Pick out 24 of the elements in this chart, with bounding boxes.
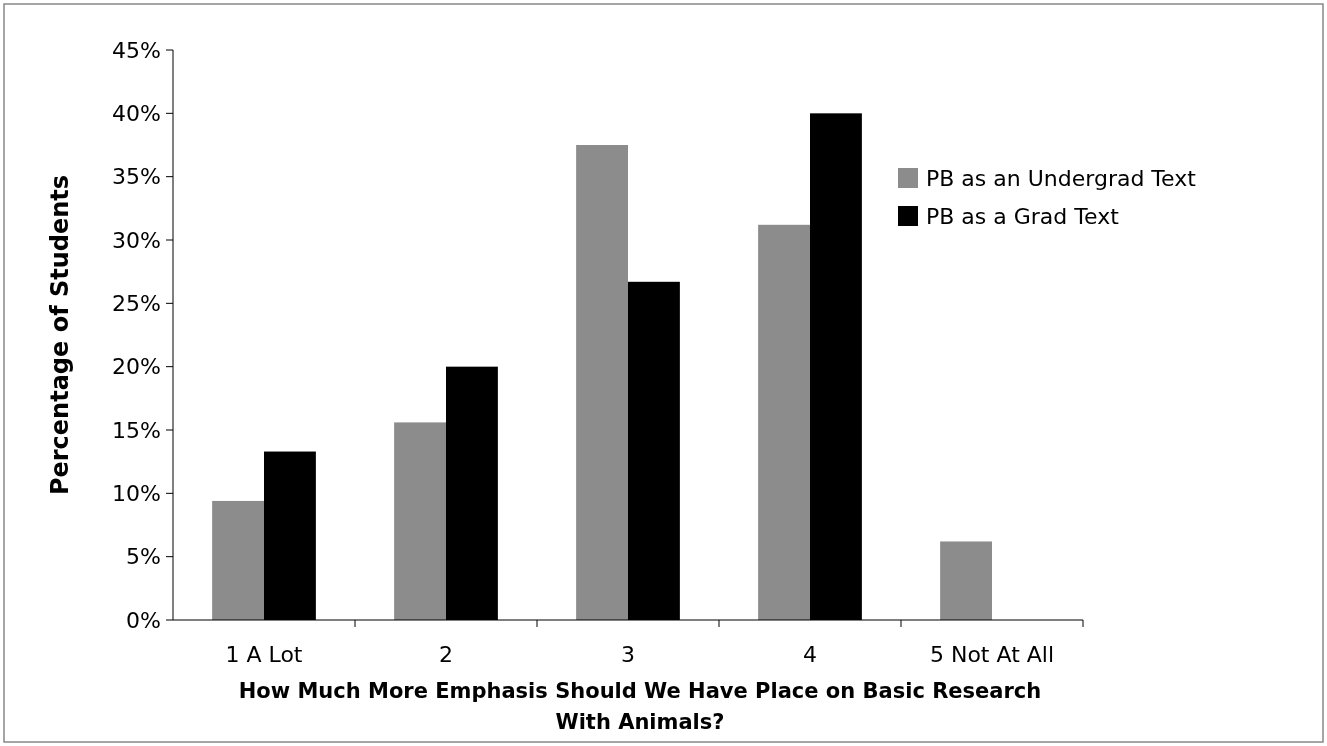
y-tick-label: 45% — [112, 37, 161, 63]
bar — [940, 541, 992, 620]
legend-label: PB as an Undergrad Text — [926, 165, 1197, 191]
x-tick-label: 5 Not At All — [929, 642, 1055, 667]
bar — [758, 224, 810, 620]
y-tick-label: 0% — [126, 607, 161, 633]
y-tick-label: 40% — [112, 101, 161, 127]
y-tick-label: 30% — [112, 227, 161, 253]
x-axis-title: How Much More Emphasis Should We Have Place on Basic Research With Animals? — [238, 679, 1042, 734]
x-tick-label: 1 A Lot — [225, 642, 303, 667]
bar — [394, 422, 446, 620]
bar — [212, 500, 264, 620]
y-tick-label: 5% — [126, 544, 161, 570]
y-tick-label: 25% — [112, 291, 161, 317]
x-tick-label: 3 — [621, 642, 635, 667]
y-tick-label: 15% — [112, 417, 161, 443]
bar — [576, 145, 628, 620]
y-tick-label: 10% — [112, 481, 161, 507]
y-tick-label: 35% — [112, 164, 161, 190]
x-tick-label: 2 — [439, 642, 453, 667]
x-tick-label: 4 — [803, 642, 817, 667]
legend-label: PB as a Grad Text — [926, 203, 1120, 229]
y-axis-title: Percentage of Students — [46, 174, 74, 496]
y-tick-label: 20% — [112, 354, 161, 380]
